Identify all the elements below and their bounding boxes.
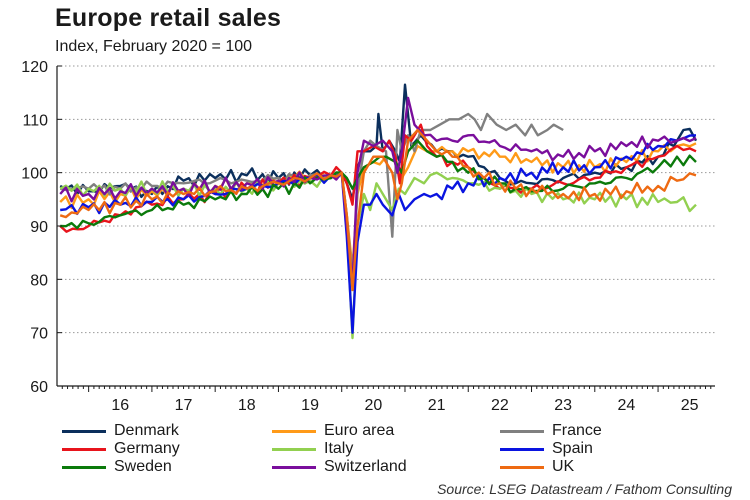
series-line-italy	[59, 171, 697, 340]
legend-label-denmark: Denmark	[114, 422, 179, 439]
legend-swatch-euro-area	[272, 429, 316, 433]
line-chart: 60 70 80 90 100 110 120 16 17 18 19 20 21 22 23 24 25	[21, 59, 715, 414]
legend-swatch-switzerland	[272, 465, 316, 469]
y-tick-label: 120	[21, 59, 48, 76]
legend-swatch-uk	[500, 465, 544, 469]
x-tick-label: 20	[364, 397, 382, 414]
y-tick-label: 80	[30, 272, 48, 289]
y-tick-label: 100	[21, 166, 48, 183]
x-tick-label: 19	[301, 397, 319, 414]
y-tick-label: 90	[30, 219, 48, 236]
y-tick-label: 110	[22, 112, 48, 129]
x-tick-label: 24	[618, 397, 636, 414]
x-tick-label: 22	[491, 397, 509, 414]
legend-label-sweden: Sweden	[114, 458, 172, 475]
x-tick-label: 25	[681, 397, 699, 414]
legend-swatch-denmark	[62, 429, 106, 433]
legend-item-sweden: Sweden	[62, 458, 172, 476]
legend-item-euro-area: Euro area	[272, 422, 394, 440]
legend-label-switzerland: Switzerland	[324, 458, 407, 475]
legend-label-spain: Spain	[552, 440, 593, 457]
x-tick-label: 23	[554, 397, 572, 414]
legend-item-uk: UK	[500, 458, 574, 476]
source-note: Source: LSEG Datastream / Fathom Consult…	[437, 481, 732, 497]
legend-swatch-sweden	[62, 465, 106, 469]
legend-item-switzerland: Switzerland	[272, 458, 407, 476]
legend-swatch-italy	[272, 447, 316, 451]
chart-title: Europe retail sales	[55, 4, 282, 32]
series-line-switzerland	[59, 96, 697, 286]
series-line-germany	[59, 123, 697, 233]
legend-label-france: France	[552, 422, 602, 439]
x-tick-label: 21	[428, 397, 446, 414]
series-lines	[59, 83, 698, 340]
x-tick-label: 16	[111, 397, 129, 414]
legend-label-uk: UK	[552, 458, 575, 475]
series-line-uk	[59, 128, 697, 292]
grid-lines	[57, 65, 715, 334]
legend-item-denmark: Denmark	[62, 422, 179, 440]
legend-label-germany: Germany	[114, 440, 180, 457]
legend-label-italy: Italy	[324, 440, 354, 457]
legend-item-spain: Spain	[500, 440, 593, 458]
legend-item-france: France	[500, 422, 602, 440]
x-tick-label: 18	[238, 397, 256, 414]
chart-subtitle: Index, February 2020 = 100	[55, 38, 253, 55]
legend-label-euro-area: Euro area	[324, 422, 395, 439]
x-tick-label: 17	[175, 397, 193, 414]
legend-item-germany: Germany	[62, 440, 180, 458]
legend-swatch-france	[500, 429, 544, 433]
legend-item-italy: Italy	[272, 440, 353, 458]
legend-swatch-germany	[62, 447, 106, 451]
axes: 60 70 80 90 100 110 120 16 17 18 19 20 21 22 23 24 25	[21, 59, 715, 414]
legend-swatch-spain	[500, 447, 544, 451]
y-tick-label: 70	[30, 326, 48, 343]
y-tick-label: 60	[30, 379, 48, 396]
